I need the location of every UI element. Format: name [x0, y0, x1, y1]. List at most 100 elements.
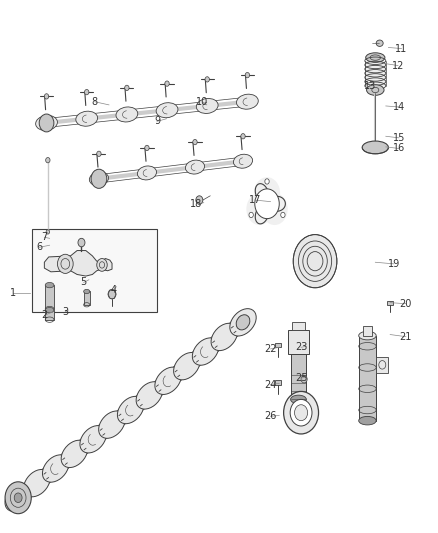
Bar: [288, 330, 309, 354]
Ellipse shape: [89, 172, 109, 186]
Ellipse shape: [136, 382, 162, 409]
Ellipse shape: [366, 53, 385, 62]
Ellipse shape: [156, 103, 178, 118]
Text: 5: 5: [81, 278, 87, 287]
Ellipse shape: [76, 111, 98, 126]
Circle shape: [125, 85, 129, 91]
Circle shape: [39, 114, 54, 132]
Text: 18: 18: [190, 199, 202, 209]
Bar: [376, 357, 389, 373]
Circle shape: [255, 189, 279, 219]
Ellipse shape: [138, 166, 156, 180]
Circle shape: [301, 375, 307, 383]
Text: 11: 11: [396, 44, 408, 53]
Circle shape: [5, 482, 31, 514]
Ellipse shape: [290, 395, 306, 403]
Circle shape: [92, 171, 106, 187]
Circle shape: [290, 399, 312, 426]
Ellipse shape: [116, 107, 138, 122]
Circle shape: [78, 238, 85, 247]
Bar: [359, 336, 376, 421]
Bar: [372, 87, 379, 92]
Circle shape: [261, 193, 288, 225]
Ellipse shape: [211, 324, 237, 351]
Text: 23: 23: [295, 342, 307, 352]
Circle shape: [196, 196, 203, 204]
Ellipse shape: [185, 160, 205, 174]
Text: 1: 1: [10, 288, 16, 298]
Text: 20: 20: [400, 298, 412, 309]
Circle shape: [241, 134, 245, 139]
Ellipse shape: [80, 426, 106, 453]
Text: 24: 24: [264, 379, 277, 390]
Circle shape: [249, 212, 253, 217]
Ellipse shape: [42, 455, 69, 482]
Ellipse shape: [359, 416, 376, 425]
Circle shape: [57, 254, 73, 273]
Bar: [275, 380, 281, 384]
Circle shape: [46, 230, 49, 234]
Bar: [32, 229, 156, 312]
Text: 4: 4: [110, 286, 117, 295]
Circle shape: [165, 81, 169, 86]
Circle shape: [97, 259, 107, 271]
Circle shape: [284, 391, 318, 434]
Circle shape: [245, 72, 250, 78]
Polygon shape: [255, 184, 286, 224]
Ellipse shape: [233, 154, 253, 168]
Ellipse shape: [376, 40, 383, 46]
Bar: [292, 322, 305, 330]
Ellipse shape: [84, 289, 90, 294]
Bar: [387, 301, 393, 305]
Bar: [365, 61, 386, 86]
Text: 25: 25: [295, 373, 307, 383]
Ellipse shape: [196, 99, 218, 114]
Text: 7: 7: [41, 232, 47, 243]
Text: 16: 16: [393, 143, 405, 154]
Circle shape: [293, 235, 337, 288]
Ellipse shape: [117, 397, 144, 424]
Ellipse shape: [192, 338, 219, 365]
Text: 6: 6: [36, 243, 42, 252]
Text: 15: 15: [393, 133, 405, 143]
Circle shape: [294, 405, 307, 421]
Ellipse shape: [45, 282, 54, 288]
Bar: [84, 292, 90, 305]
Text: 10: 10: [196, 96, 208, 107]
Circle shape: [265, 179, 269, 184]
Bar: [363, 326, 372, 336]
Text: 22: 22: [264, 344, 277, 354]
Circle shape: [14, 493, 22, 503]
Bar: [290, 354, 306, 399]
Ellipse shape: [237, 94, 258, 109]
Ellipse shape: [230, 309, 256, 336]
Ellipse shape: [24, 470, 50, 497]
Circle shape: [97, 151, 101, 157]
Ellipse shape: [362, 141, 389, 154]
Ellipse shape: [61, 440, 88, 467]
Text: 26: 26: [264, 411, 277, 422]
Polygon shape: [44, 251, 112, 276]
Text: 13: 13: [364, 81, 376, 91]
Circle shape: [44, 94, 49, 99]
Circle shape: [281, 212, 285, 217]
Bar: [45, 285, 54, 309]
Circle shape: [193, 140, 197, 145]
Circle shape: [205, 77, 209, 82]
Text: 3: 3: [62, 306, 68, 317]
Circle shape: [91, 169, 107, 188]
Text: 14: 14: [393, 102, 405, 112]
Ellipse shape: [35, 116, 57, 131]
Ellipse shape: [236, 315, 250, 330]
Text: 21: 21: [400, 332, 412, 342]
Circle shape: [145, 146, 149, 151]
Bar: [275, 343, 281, 348]
Ellipse shape: [5, 484, 32, 511]
Text: 9: 9: [154, 116, 160, 126]
Ellipse shape: [367, 85, 384, 95]
Bar: [45, 310, 54, 320]
Ellipse shape: [45, 308, 54, 313]
Ellipse shape: [99, 411, 125, 438]
Text: 17: 17: [249, 195, 261, 205]
Ellipse shape: [155, 367, 181, 394]
